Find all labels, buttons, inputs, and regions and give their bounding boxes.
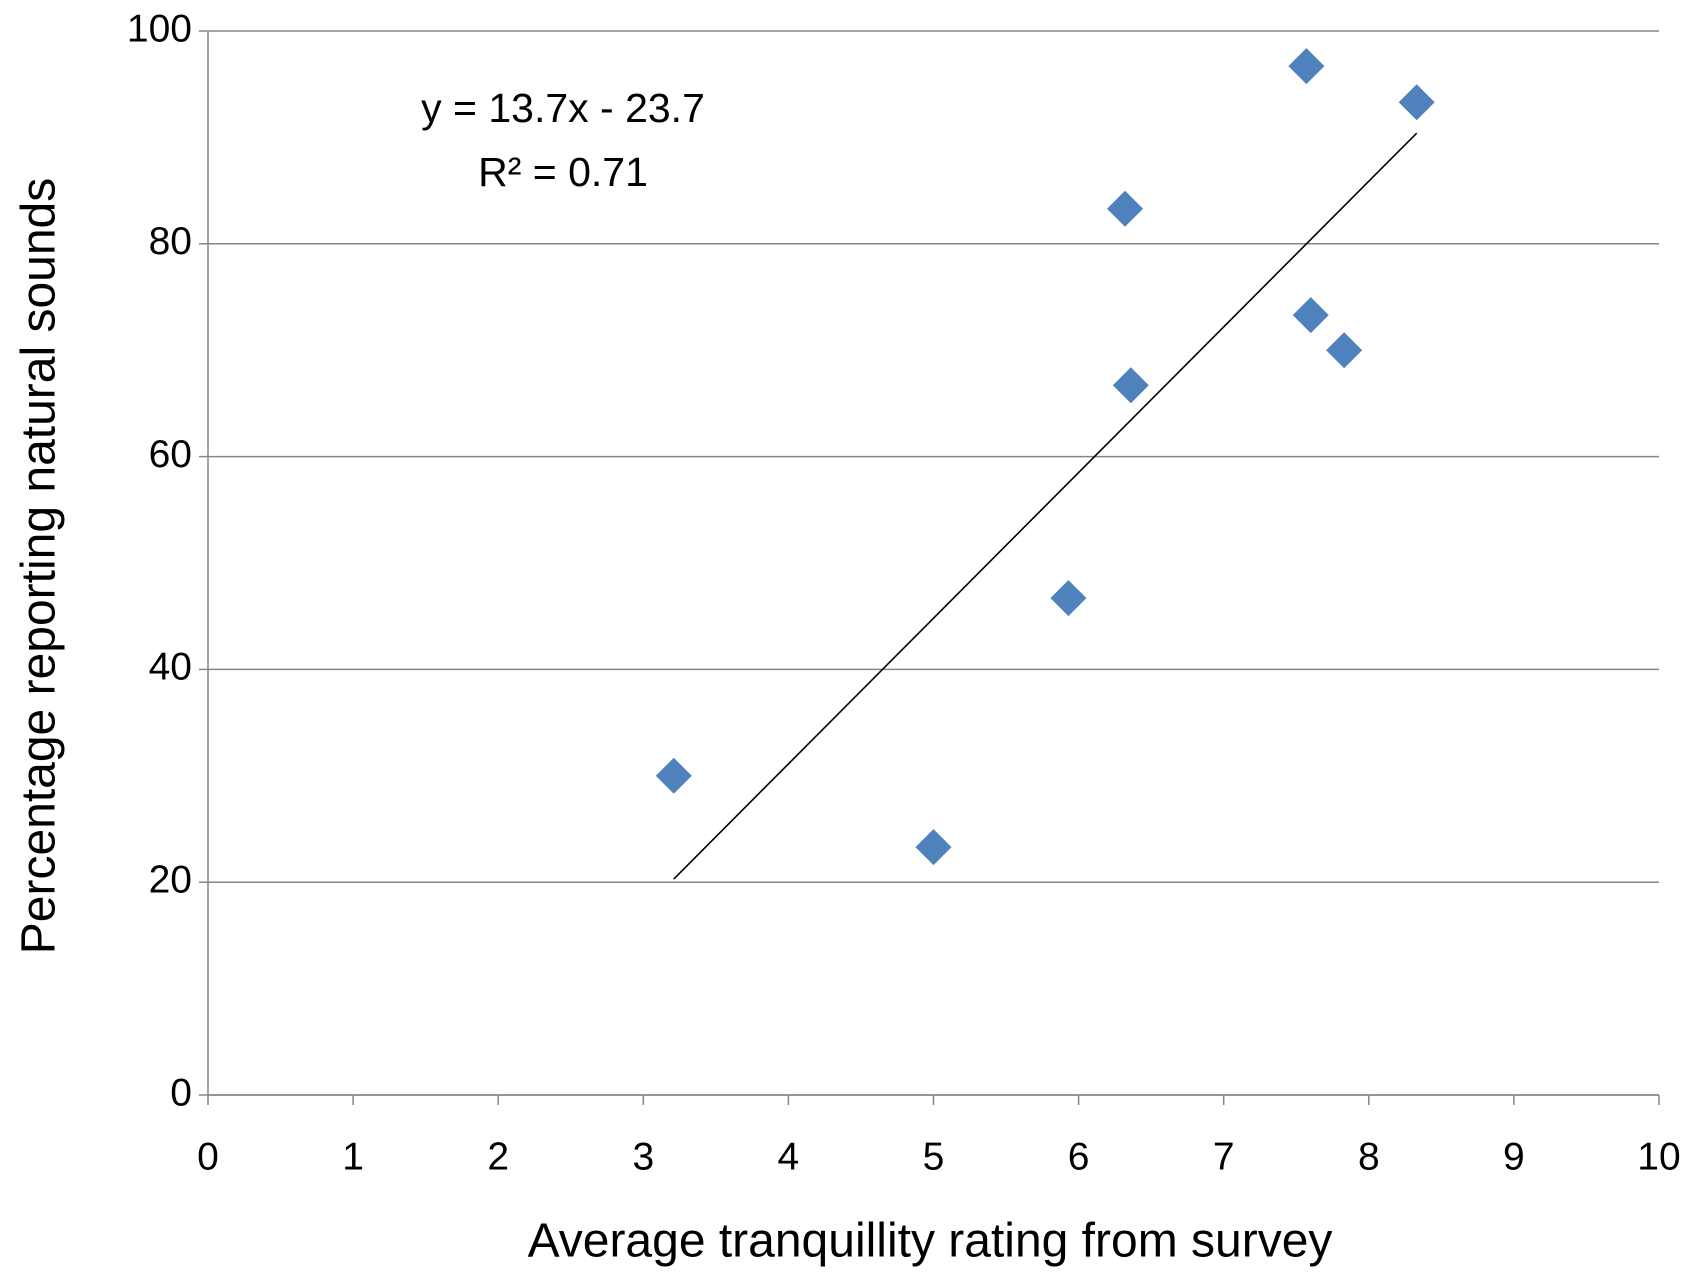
point bbox=[1107, 190, 1144, 227]
trendline bbox=[673, 132, 1418, 880]
point bbox=[1326, 332, 1363, 369]
y-tick-label: 0 bbox=[170, 1071, 192, 1114]
point bbox=[1112, 367, 1149, 404]
y-tick-label: 40 bbox=[149, 646, 192, 689]
x-tick-label: 0 bbox=[197, 1135, 219, 1178]
x-tick-label: 5 bbox=[923, 1135, 945, 1178]
point bbox=[1050, 580, 1087, 617]
point bbox=[1398, 84, 1435, 121]
x-tick-label: 3 bbox=[632, 1135, 654, 1178]
point bbox=[1292, 297, 1329, 334]
x-tick-label: 2 bbox=[487, 1135, 509, 1178]
x-tick-label: 9 bbox=[1503, 1135, 1525, 1178]
y-tick-label: 20 bbox=[149, 858, 192, 901]
x-tick-label: 8 bbox=[1358, 1135, 1380, 1178]
x-tick-label: 4 bbox=[778, 1135, 800, 1178]
x-axis-title: Average tranquillity rating from survey bbox=[528, 1215, 1333, 1268]
r-squared: R² = 0.71 bbox=[478, 149, 648, 195]
y-axis-title: Percentage reporting natural sounds bbox=[13, 178, 66, 955]
point bbox=[655, 757, 692, 794]
point bbox=[1288, 48, 1325, 85]
equation: y = 13.7x - 23.7 bbox=[421, 85, 705, 131]
x-tick-label: 10 bbox=[1637, 1135, 1680, 1178]
y-tick-label: 60 bbox=[149, 433, 192, 476]
x-tick-label: 1 bbox=[342, 1135, 364, 1178]
x-tick-label: 7 bbox=[1213, 1135, 1235, 1178]
y-tick-label: 100 bbox=[127, 7, 192, 50]
point bbox=[915, 829, 952, 866]
y-tick-label: 80 bbox=[149, 220, 192, 263]
x-tick-label: 6 bbox=[1068, 1135, 1090, 1178]
